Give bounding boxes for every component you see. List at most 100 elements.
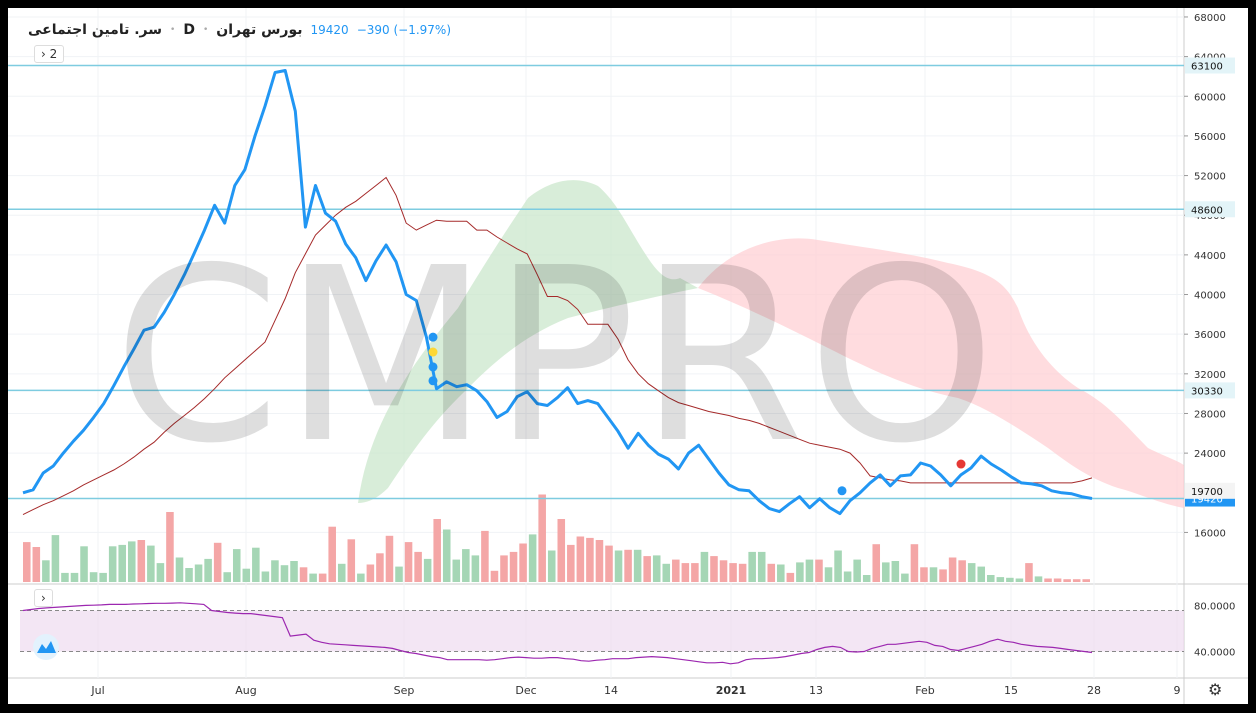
volume-bar bbox=[395, 566, 403, 582]
signal-marker bbox=[428, 347, 438, 357]
level-label-box bbox=[1185, 57, 1235, 74]
volume-bar bbox=[337, 563, 346, 582]
volume-bar bbox=[605, 545, 613, 582]
volume-bar bbox=[939, 569, 947, 582]
volume-bar bbox=[108, 546, 117, 582]
volume-bar bbox=[232, 549, 241, 582]
price-chart[interactable]: 6800064000600005600052000480004400040000… bbox=[8, 8, 1248, 704]
chevron-right-icon: › bbox=[41, 47, 46, 61]
volume-bar bbox=[290, 561, 298, 582]
volume-bar bbox=[433, 519, 441, 582]
time-tick-label: Aug bbox=[235, 684, 256, 697]
volume-bar bbox=[404, 542, 413, 582]
volume-bar bbox=[156, 563, 165, 582]
volume-bar bbox=[882, 562, 890, 582]
interval-label[interactable]: D bbox=[183, 22, 195, 38]
time-tick-label: 15 bbox=[1004, 684, 1018, 697]
volume-bar bbox=[127, 541, 136, 582]
tradingview-logo-bg bbox=[33, 634, 59, 660]
price-tick-label: 60000 bbox=[1194, 92, 1226, 103]
price-label: 19700 bbox=[1191, 487, 1223, 498]
volume-bar bbox=[948, 557, 957, 582]
price-tick-label: 32000 bbox=[1194, 370, 1226, 381]
price-tick-label: 28000 bbox=[1194, 409, 1226, 420]
volume-bar bbox=[719, 560, 728, 582]
volume-bar bbox=[376, 553, 384, 582]
volume-bar bbox=[204, 558, 212, 582]
volume-bar bbox=[595, 540, 604, 582]
volume-bar bbox=[175, 557, 184, 582]
volume-bar bbox=[547, 550, 556, 582]
volume-bar bbox=[996, 577, 1005, 582]
time-tick-label: 28 bbox=[1087, 684, 1101, 697]
volume-bar bbox=[32, 547, 41, 582]
volume-bar bbox=[633, 549, 642, 582]
volume-bar bbox=[614, 550, 623, 582]
collapse-indicators-button[interactable]: › 2 bbox=[34, 45, 65, 63]
volume-bar bbox=[194, 564, 203, 582]
volume-bar bbox=[805, 559, 814, 582]
volume-bar bbox=[691, 563, 699, 582]
volume-bar bbox=[929, 567, 938, 582]
gear-icon[interactable]: ⚙ bbox=[1208, 680, 1223, 699]
time-tick-label: 2021 bbox=[716, 684, 747, 697]
last-price: 19420 bbox=[310, 23, 349, 37]
volume-bar bbox=[700, 551, 709, 582]
indicator-count: 2 bbox=[49, 47, 58, 61]
level-label: 19420 bbox=[1191, 495, 1223, 506]
rsi-toggle-button[interactable]: › bbox=[34, 589, 53, 607]
volume-bar bbox=[1034, 576, 1043, 582]
level-label: 30330 bbox=[1191, 386, 1223, 397]
level-label-box bbox=[1185, 201, 1235, 218]
volume-bar bbox=[490, 570, 499, 582]
volume-bar bbox=[977, 566, 986, 582]
separator-dot: • bbox=[202, 25, 209, 35]
volume-bar bbox=[347, 539, 356, 582]
volume-bar bbox=[767, 563, 776, 582]
volume-bar bbox=[738, 563, 747, 582]
volume-bar bbox=[318, 573, 327, 582]
price-tick-label: 52000 bbox=[1194, 172, 1226, 183]
volume-bar bbox=[185, 568, 193, 582]
volume-bar bbox=[51, 535, 60, 582]
rsi-tick-label: 40.0000 bbox=[1194, 648, 1235, 659]
volume-bar bbox=[42, 560, 50, 582]
volume-bar bbox=[89, 572, 98, 582]
signal-marker bbox=[428, 362, 438, 372]
volume-bar bbox=[853, 559, 861, 582]
time-tick-label: 9 bbox=[1174, 684, 1181, 697]
signal-marker bbox=[428, 376, 438, 386]
volume-bar bbox=[958, 560, 966, 582]
volume-bar bbox=[223, 572, 231, 582]
rsi-tick-label: 80.0000 bbox=[1194, 601, 1235, 612]
volume-bar bbox=[538, 494, 546, 582]
signal-marker bbox=[428, 332, 438, 342]
time-tick-label: 13 bbox=[809, 684, 823, 697]
volume-bar bbox=[99, 572, 107, 582]
volume-bar bbox=[786, 572, 795, 582]
volume-bar bbox=[672, 559, 680, 582]
volume-bar bbox=[1015, 578, 1024, 582]
price-tick-label: 40000 bbox=[1194, 291, 1226, 302]
signal-marker bbox=[837, 486, 847, 496]
volume-bar bbox=[357, 573, 365, 582]
volume-bar bbox=[70, 572, 79, 582]
volume-bar bbox=[757, 551, 766, 582]
price-tick-label: 68000 bbox=[1194, 13, 1226, 24]
volume-bar bbox=[710, 556, 718, 582]
volume-bar bbox=[299, 567, 308, 582]
volume-bar bbox=[967, 563, 976, 582]
volume-bar bbox=[777, 564, 785, 582]
symbol-name[interactable]: سر. تامين اجتماعی bbox=[28, 22, 163, 38]
volume-bar bbox=[61, 572, 69, 582]
price-label-box bbox=[1185, 482, 1235, 499]
volume-bar bbox=[920, 567, 928, 582]
volume-bar bbox=[1072, 579, 1081, 582]
volume-bar bbox=[910, 544, 919, 582]
volume-bar bbox=[242, 568, 251, 582]
volume-bar bbox=[528, 534, 537, 582]
chart-frame: 6800064000600005600052000480004400040000… bbox=[8, 8, 1248, 704]
symbol-header: سر. تامين اجتماعی • D • بورس تهران 19420… bbox=[28, 18, 451, 42]
volume-bar bbox=[843, 571, 852, 582]
tradingview-logo-icon bbox=[37, 641, 56, 653]
